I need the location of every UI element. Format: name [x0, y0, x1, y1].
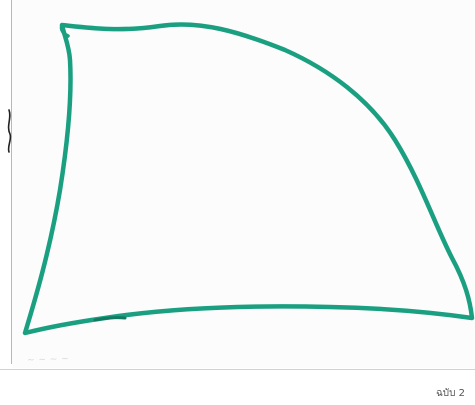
overdrawn-stroke-segment [93, 316, 127, 322]
corner-overstroke [59, 23, 70, 38]
margin-pen-mark-icon [7, 109, 12, 153]
green-outline-shape [22, 22, 475, 336]
paper-left-edge [11, 0, 12, 364]
bleed-through-text: ~ ~ ~ ~ [26, 354, 70, 366]
paper-bottom-edge [0, 369, 475, 370]
page-caption: ฉบับ 2 [435, 388, 465, 399]
